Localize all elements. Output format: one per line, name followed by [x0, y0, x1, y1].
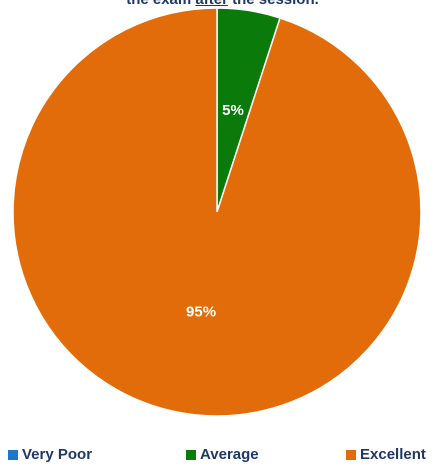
legend-item-average: Average	[186, 446, 259, 463]
pie-slices	[12, 7, 422, 417]
legend-label-very-poor: Very Poor	[22, 446, 93, 463]
chart-title: the exam after the session.	[0, 0, 445, 8]
pie-slice-excellent	[12, 7, 422, 417]
legend-label-average: Average	[200, 446, 259, 463]
data-label-excellent: 95%	[186, 304, 216, 321]
pie-data-labels: 5% 95%	[186, 102, 244, 320]
legend-swatch-average	[186, 449, 196, 460]
legend-label-excellent: Excellent	[360, 446, 426, 463]
legend-item-very-poor: Very Poor	[8, 446, 92, 463]
chart-title-after: the session.	[228, 0, 319, 8]
pie-chart: 5% 95%	[12, 7, 422, 417]
chart-title-underlined: after	[195, 0, 228, 8]
data-label-average: 5%	[222, 102, 244, 119]
legend-item-excellent: Excellent	[346, 446, 426, 463]
chart-title-before: the exam	[126, 0, 195, 8]
legend-swatch-very-poor	[8, 449, 18, 460]
chart-legend: Very Poor Average Excellent	[0, 446, 445, 468]
legend-swatch-excellent	[346, 449, 356, 460]
